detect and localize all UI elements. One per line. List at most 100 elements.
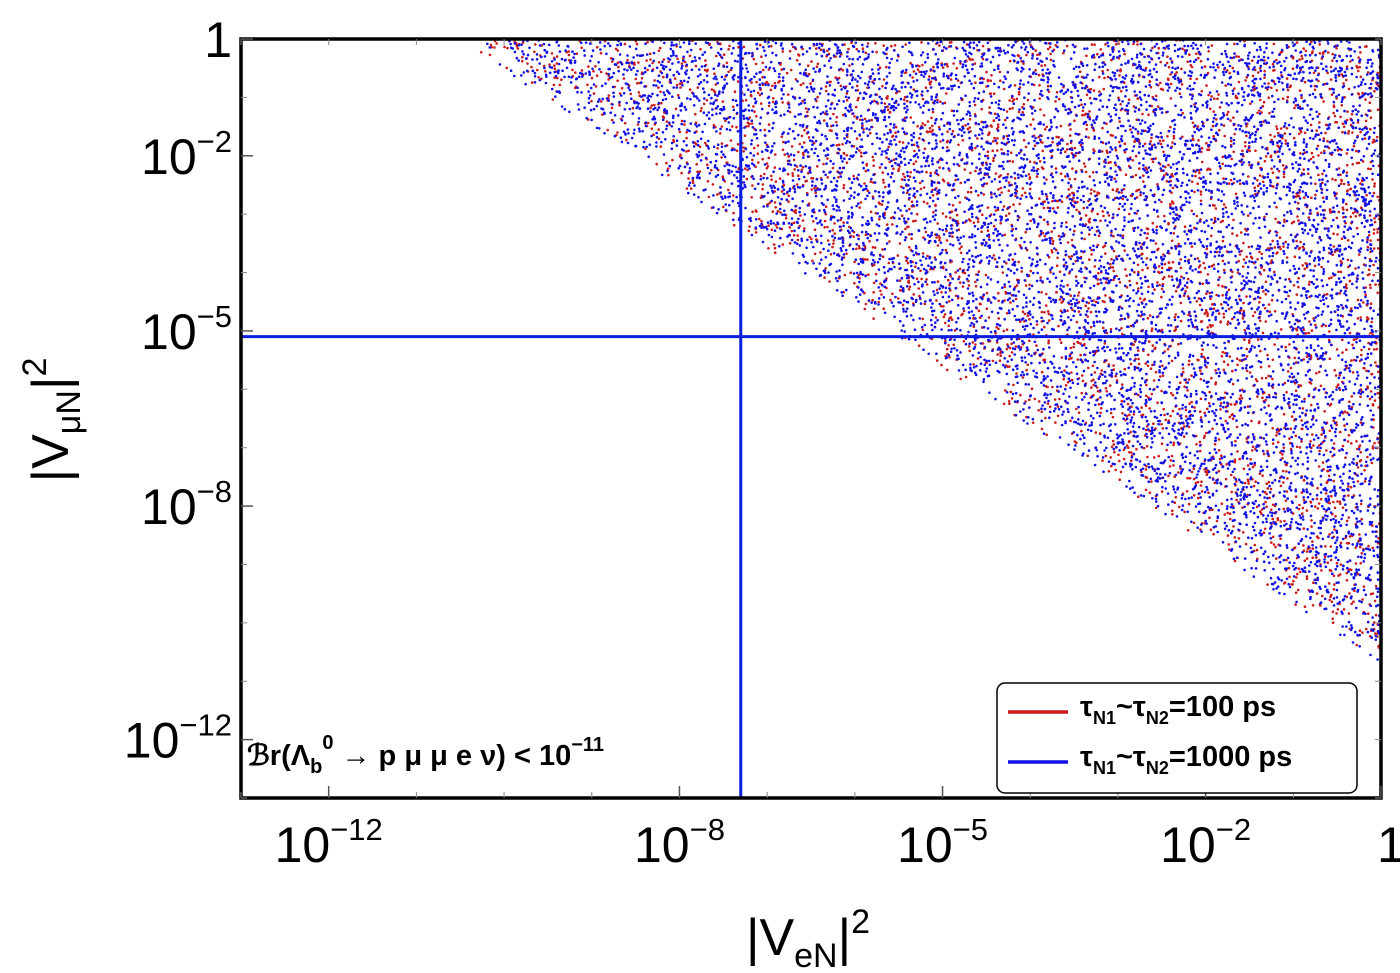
data-point xyxy=(995,341,999,344)
data-point xyxy=(1350,156,1353,160)
data-point xyxy=(680,171,683,175)
data-point xyxy=(1189,254,1193,257)
data-point xyxy=(1025,368,1028,372)
data-point xyxy=(864,169,868,173)
data-point xyxy=(881,140,884,144)
data-point xyxy=(1288,437,1291,440)
data-point xyxy=(1036,252,1039,256)
data-point xyxy=(998,243,1001,247)
data-point xyxy=(1150,480,1153,483)
data-point xyxy=(1326,469,1329,473)
data-point xyxy=(1090,379,1093,383)
data-point xyxy=(732,116,736,120)
data-point xyxy=(810,237,813,241)
data-point xyxy=(757,182,760,186)
data-point xyxy=(996,149,999,152)
data-point xyxy=(1262,531,1266,534)
data-point xyxy=(1171,141,1174,144)
data-point xyxy=(1322,453,1326,457)
data-point xyxy=(937,234,941,238)
data-point xyxy=(704,59,707,62)
data-point xyxy=(873,246,877,249)
data-point xyxy=(957,164,961,168)
data-point xyxy=(1174,289,1178,293)
data-point xyxy=(1137,287,1140,290)
data-point xyxy=(1339,173,1342,177)
data-point xyxy=(795,165,799,168)
data-point xyxy=(530,65,533,69)
data-point xyxy=(1208,516,1211,519)
data-point xyxy=(1080,391,1084,395)
data-point xyxy=(1206,488,1209,491)
data-point xyxy=(1363,434,1366,438)
data-point xyxy=(1338,573,1342,576)
data-point xyxy=(803,227,806,230)
data-point xyxy=(1023,312,1027,316)
data-point xyxy=(1265,465,1269,469)
data-point xyxy=(948,234,951,238)
data-point xyxy=(958,201,962,204)
data-point xyxy=(1236,363,1239,367)
data-point xyxy=(560,78,563,81)
data-point xyxy=(1183,385,1186,389)
data-point xyxy=(1347,129,1351,133)
data-point xyxy=(981,342,985,345)
data-point xyxy=(1127,119,1130,122)
data-point xyxy=(958,267,962,271)
data-point xyxy=(1369,390,1373,393)
data-point xyxy=(1147,353,1150,357)
data-point xyxy=(1167,163,1170,167)
data-point xyxy=(1246,214,1250,217)
data-point xyxy=(1260,508,1264,511)
data-point xyxy=(889,298,892,302)
data-point xyxy=(997,291,1000,295)
data-point xyxy=(991,149,994,152)
data-point xyxy=(1171,260,1175,264)
data-point xyxy=(660,63,663,67)
data-point xyxy=(1217,283,1220,287)
data-point xyxy=(1005,347,1009,351)
data-point xyxy=(993,136,996,140)
data-point xyxy=(1021,317,1025,320)
data-point xyxy=(1274,545,1277,549)
data-point xyxy=(1349,307,1353,310)
data-point xyxy=(1333,528,1336,531)
data-point xyxy=(1068,147,1072,151)
data-point xyxy=(1282,443,1285,446)
data-point xyxy=(553,70,556,74)
data-point xyxy=(1153,288,1156,291)
data-point xyxy=(1217,438,1221,441)
data-point xyxy=(1347,516,1351,519)
data-point xyxy=(783,209,786,213)
data-point xyxy=(1012,203,1015,206)
data-point xyxy=(1358,104,1361,107)
data-point xyxy=(1121,412,1124,415)
data-point xyxy=(863,91,866,95)
data-point xyxy=(1271,517,1275,521)
data-point xyxy=(1159,142,1163,146)
data-point xyxy=(1264,280,1268,284)
data-point xyxy=(1251,314,1255,318)
data-point xyxy=(1090,386,1093,389)
data-point xyxy=(1186,60,1189,64)
data-point xyxy=(1236,271,1240,274)
data-point xyxy=(856,98,859,102)
data-point xyxy=(1223,49,1227,53)
data-point xyxy=(1322,137,1326,140)
data-point xyxy=(1225,463,1228,466)
data-point xyxy=(866,42,870,45)
data-point xyxy=(1358,445,1361,449)
data-point xyxy=(1039,276,1042,279)
data-point xyxy=(904,310,908,313)
data-point xyxy=(1355,332,1359,336)
data-point xyxy=(1163,262,1167,266)
data-point xyxy=(1318,112,1321,116)
data-point xyxy=(1169,459,1173,462)
data-point xyxy=(1311,604,1315,607)
data-point xyxy=(1040,410,1043,414)
data-point xyxy=(1256,184,1260,188)
data-point xyxy=(768,101,771,105)
data-point xyxy=(912,121,915,124)
data-point xyxy=(839,84,843,88)
data-point xyxy=(1028,398,1031,402)
